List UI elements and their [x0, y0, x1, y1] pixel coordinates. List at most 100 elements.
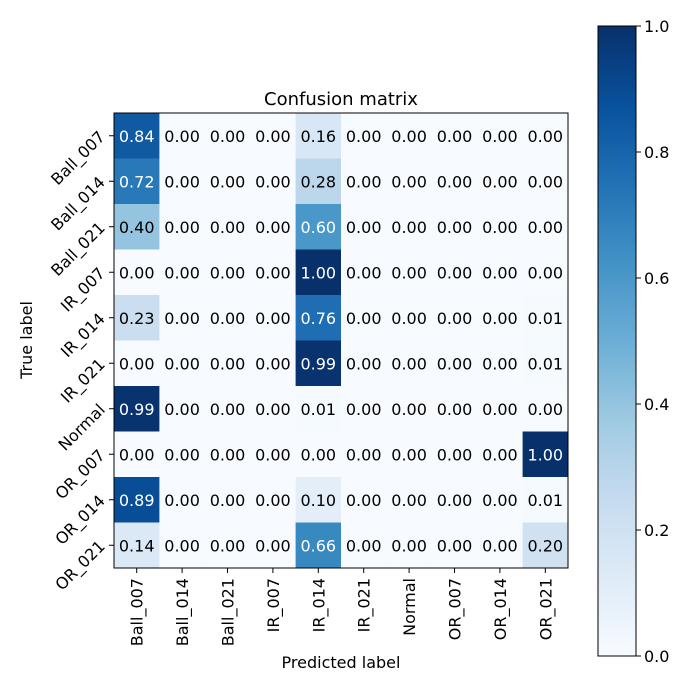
matrix-cell [386, 477, 433, 523]
cell-value-label: 0.16 [300, 127, 336, 146]
cell-value-label: 0.00 [164, 172, 200, 191]
matrix-cell [250, 204, 296, 250]
matrix-cell [159, 431, 206, 478]
cell-value-label: 0.00 [210, 400, 246, 419]
y-tick-label: OR_014 [51, 491, 109, 549]
cell-value-label: 0.00 [437, 218, 473, 237]
matrix-cell [477, 431, 523, 478]
matrix-cell [250, 431, 296, 478]
cell-value-label: 0.00 [119, 263, 155, 282]
matrix-cell [295, 204, 342, 250]
matrix-cell [477, 386, 523, 432]
matrix-cell [341, 340, 387, 387]
matrix-cell [295, 477, 342, 523]
matrix-cell [522, 295, 569, 341]
matrix-cell [522, 386, 569, 432]
x-axis-ticks: Ball_007 Ball_014 Ball_021 IR_007 IR_014 IR_0… [128, 568, 556, 646]
cell-value-label: 0.84 [119, 127, 155, 146]
cell-value-label: 0.89 [119, 491, 155, 510]
matrix-cell [295, 295, 342, 341]
matrix-cell [114, 204, 160, 250]
cell-value-label: 0.00 [391, 445, 427, 464]
cell-value-label: 0.00 [346, 445, 382, 464]
colorbar-tick-label: 0.4 [644, 395, 669, 414]
cell-value-label: 0.00 [255, 172, 291, 191]
cell-value-label: 0.00 [164, 491, 200, 510]
cell-value-label: 0.00 [164, 263, 200, 282]
matrix-cell [386, 158, 433, 205]
matrix-cell [522, 204, 569, 250]
cell-value-label: 0.00 [210, 491, 246, 510]
chart-title: Confusion matrix [264, 89, 418, 110]
cell-value-label: 0.00 [210, 263, 246, 282]
matrix-cell [250, 477, 296, 523]
matrix-cell [159, 295, 206, 341]
x-tick-label: Ball_007 [128, 578, 148, 646]
colorbar-tick-label: 0.6 [644, 269, 669, 288]
cell-value-label: 0.00 [255, 354, 291, 373]
cell-value-label: 0.00 [437, 127, 473, 146]
colorbar-tick-label: 1.0 [644, 17, 669, 36]
cell-value-label: 0.00 [346, 400, 382, 419]
matrix-cell [341, 431, 387, 478]
cell-value-label: 0.00 [255, 536, 291, 555]
matrix-cell [295, 158, 342, 205]
matrix-cell [204, 204, 251, 250]
x-tick-label: Normal [400, 578, 419, 636]
cell-value-label: 0.00 [437, 400, 473, 419]
cell-value-label: 0.00 [346, 354, 382, 373]
matrix-cell [386, 249, 433, 296]
cell-value-label: 0.00 [391, 218, 427, 237]
matrix-cell [159, 386, 206, 432]
matrix-cell-labels: 0.84 0.00 0.00 0.00 0.16 0.00 0.00 0.00 0.00 0.00… [119, 127, 563, 556]
matrix-cell [159, 249, 206, 296]
x-axis-label: Predicted label [282, 653, 401, 672]
cell-value-label: 0.00 [391, 400, 427, 419]
matrix-cell [522, 249, 569, 296]
cell-value-label: 0.00 [210, 536, 246, 555]
matrix-cell [295, 386, 342, 432]
cell-value-label: 0.00 [210, 309, 246, 328]
matrix-cell [477, 158, 523, 205]
matrix-cell [341, 249, 387, 296]
cell-value-label: 0.00 [119, 445, 155, 464]
x-tick-label: IR_007 [264, 578, 284, 632]
cell-value-label: 0.00 [391, 536, 427, 555]
cell-value-label: 0.01 [300, 400, 336, 419]
cell-value-label: 0.66 [300, 536, 336, 555]
cell-value-label: 0.01 [527, 491, 563, 510]
cell-value-label: 0.00 [527, 127, 563, 146]
matrix-cell [431, 295, 478, 341]
cell-value-label: 1.00 [527, 445, 563, 464]
cell-value-label: 0.00 [527, 218, 563, 237]
y-tick-label: IR_014 [57, 309, 110, 362]
x-tick-label: OR_007 [446, 578, 466, 640]
colorbar-gradient [597, 25, 637, 657]
matrix-cell [477, 113, 523, 159]
matrix-cell [522, 113, 569, 159]
cell-value-label: 0.23 [119, 309, 155, 328]
x-tick-label: IR_021 [355, 578, 375, 632]
cell-value-label: 0.00 [164, 309, 200, 328]
cell-value-label: 0.00 [482, 400, 518, 419]
colorbar-tick-label: 0.0 [644, 647, 669, 666]
matrix-cell [114, 295, 160, 341]
cell-value-label: 0.00 [482, 354, 518, 373]
matrix-cell [204, 295, 251, 341]
y-axis-ticks: Ball_007Ball_014Ball_021IR_007IR_014IR_0… [47, 127, 114, 595]
x-tick-label: IR_014 [309, 578, 329, 632]
matrix-cell [159, 204, 206, 250]
matrix-cell [204, 522, 251, 569]
cell-value-label: 0.00 [437, 309, 473, 328]
cell-value-label: 0.76 [300, 309, 336, 328]
cell-value-label: 0.14 [119, 536, 155, 555]
matrix-cell [477, 249, 523, 296]
matrix-cell [431, 386, 478, 432]
matrix-cell [386, 295, 433, 341]
cell-value-label: 0.00 [482, 309, 518, 328]
matrix-cell [477, 522, 523, 569]
matrix-cell [431, 477, 478, 523]
matrix-cell [477, 204, 523, 250]
cell-value-label: 0.00 [164, 536, 200, 555]
